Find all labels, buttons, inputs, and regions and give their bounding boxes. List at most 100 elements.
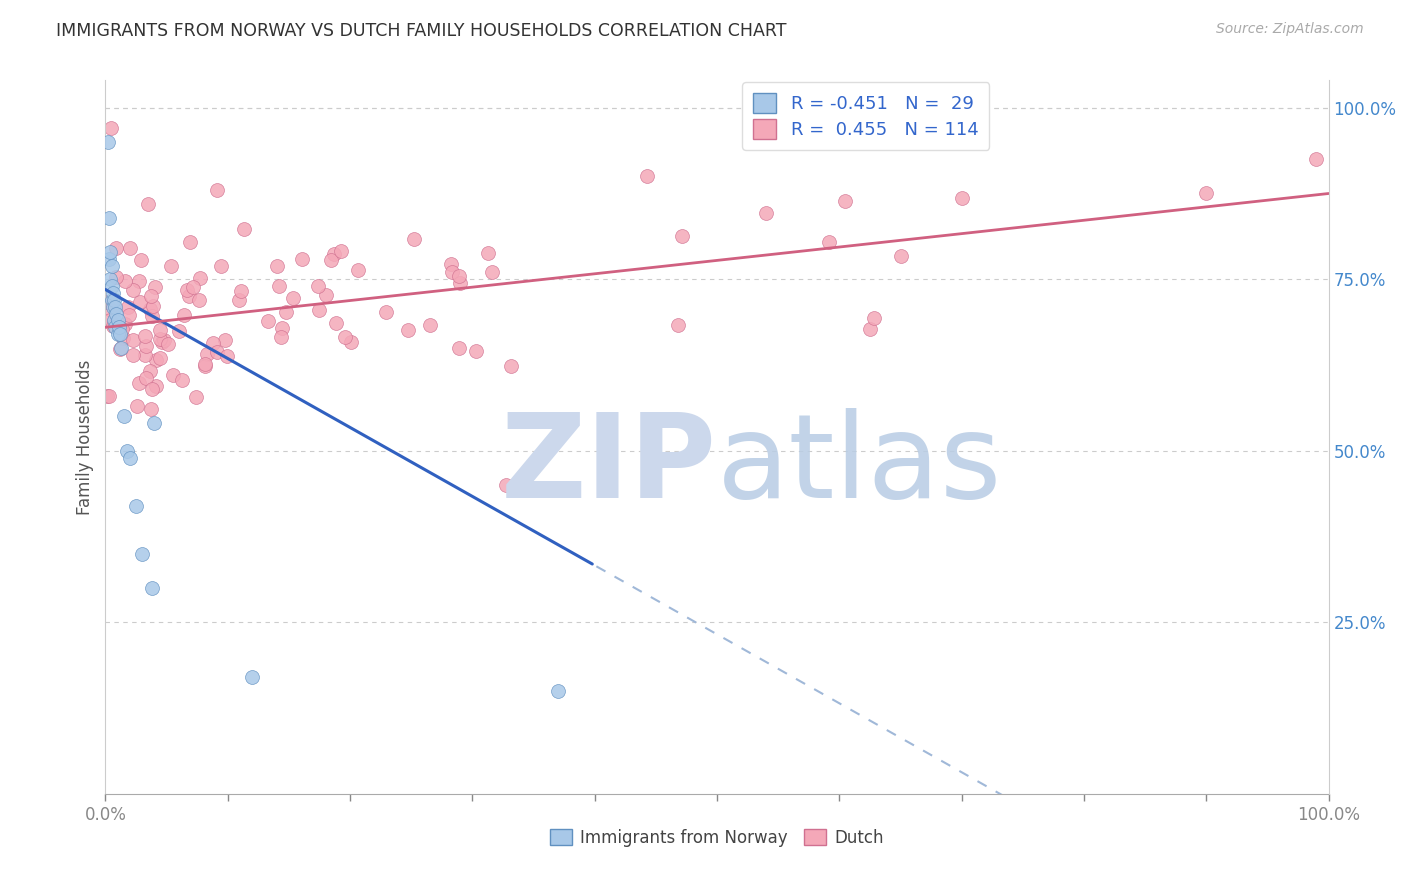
Point: [142, 299, 165, 313]
Point: [150, 335, 173, 350]
Point: [404, 232, 426, 246]
Point: [149, 323, 172, 337]
Point: [374, 305, 396, 319]
Point: [186, 390, 208, 404]
Point: [666, 318, 689, 332]
Point: [108, 320, 131, 334]
Point: [214, 333, 236, 347]
Point: [176, 283, 198, 297]
Point: [117, 301, 139, 315]
Point: [333, 330, 356, 344]
Point: [145, 379, 167, 393]
Point: [495, 478, 517, 492]
Point: [100, 293, 122, 307]
Point: [96, 389, 118, 403]
Point: [138, 363, 160, 377]
Point: [817, 235, 839, 249]
Point: [156, 336, 179, 351]
Point: [149, 332, 172, 346]
Point: [134, 348, 156, 362]
Point: [98, 252, 121, 266]
Point: [112, 331, 135, 345]
Point: [834, 194, 856, 209]
Point: [134, 328, 156, 343]
Point: [755, 206, 778, 220]
Point: [100, 279, 122, 293]
Point: [179, 235, 201, 249]
Point: [118, 309, 141, 323]
Point: [138, 302, 160, 317]
Point: [319, 252, 342, 267]
Point: [131, 547, 153, 561]
Point: [322, 246, 344, 260]
Point: [139, 289, 162, 303]
Point: [122, 334, 145, 348]
Point: [127, 399, 149, 413]
Point: [229, 285, 252, 299]
Point: [347, 263, 370, 277]
Point: [464, 344, 486, 359]
Point: [101, 300, 124, 314]
Point: [135, 339, 157, 353]
Point: [441, 265, 464, 279]
Point: [104, 320, 127, 334]
Point: [101, 318, 124, 333]
Point: [135, 371, 157, 385]
Point: [145, 353, 167, 368]
Point: [477, 245, 499, 260]
Point: [104, 300, 127, 314]
Point: [889, 250, 911, 264]
Point: [205, 183, 228, 197]
Point: [96, 294, 118, 309]
Point: [340, 334, 363, 349]
Point: [419, 318, 441, 333]
Point: [162, 368, 184, 382]
Point: [169, 325, 191, 339]
Point: [240, 670, 263, 684]
Point: [120, 241, 142, 255]
Point: [449, 277, 471, 291]
Point: [274, 304, 297, 318]
Point: [330, 244, 353, 258]
Point: [194, 359, 217, 374]
Point: [217, 349, 239, 363]
Point: [950, 191, 973, 205]
Point: [103, 313, 125, 327]
Point: [121, 284, 143, 298]
Point: [108, 327, 131, 342]
Point: [269, 279, 291, 293]
Point: [107, 313, 129, 327]
Point: [97, 135, 120, 149]
Point: [143, 417, 166, 431]
Point: [1305, 152, 1327, 166]
Point: [112, 409, 135, 424]
Point: [108, 343, 131, 357]
Point: [141, 382, 163, 396]
Point: [205, 344, 228, 359]
Point: [149, 351, 172, 365]
Point: [195, 347, 218, 361]
Point: [308, 302, 330, 317]
Point: [100, 259, 122, 273]
Point: [98, 389, 121, 403]
Text: Source: ZipAtlas.com: Source: ZipAtlas.com: [1216, 22, 1364, 37]
Point: [104, 269, 127, 284]
Point: [291, 252, 314, 266]
Point: [194, 357, 217, 371]
Point: [396, 323, 419, 337]
Point: [128, 376, 150, 391]
Point: [139, 402, 162, 417]
Point: [228, 293, 250, 307]
Point: [863, 311, 886, 326]
Point: [141, 581, 163, 595]
Point: [270, 330, 292, 344]
Point: [447, 269, 470, 284]
Point: [98, 211, 121, 225]
Point: [501, 359, 523, 373]
Point: [232, 222, 254, 236]
Point: [114, 317, 136, 331]
Point: [173, 308, 195, 322]
Point: [170, 373, 193, 387]
Point: [129, 252, 152, 267]
Point: [188, 271, 211, 285]
